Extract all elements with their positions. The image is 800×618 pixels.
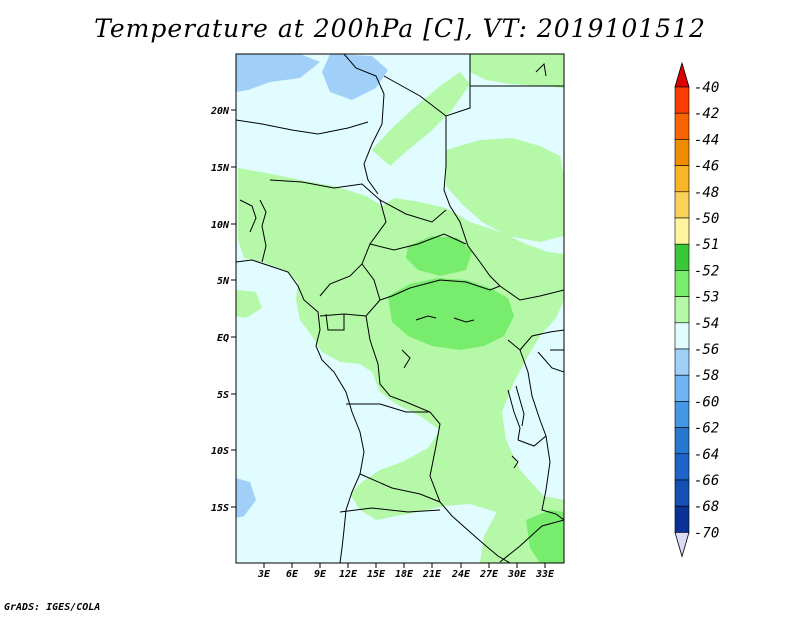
lon-label-33e: 33E <box>535 569 555 580</box>
legend-label: -52 <box>694 263 719 279</box>
legend-swatch <box>674 374 690 402</box>
lat-tick-15s: 15S <box>211 503 236 514</box>
legend-label: -51 <box>694 237 719 253</box>
lon-tick-27e: 27E <box>479 563 499 580</box>
cold-patch-southwest <box>236 478 256 518</box>
legend-swatch <box>674 322 690 350</box>
lon-tick-15e: 15E <box>367 563 386 580</box>
lon-label-12e: 12E <box>339 569 358 580</box>
legend-label: -40 <box>694 80 719 96</box>
mild-patch-atlantic <box>236 290 262 318</box>
lat-label-15n: 15N <box>211 163 230 174</box>
legend-swatch <box>674 427 690 455</box>
map-area <box>236 54 564 563</box>
legend-swatch <box>674 165 690 193</box>
warm-patch-congo <box>388 278 514 350</box>
cold-patch-north <box>322 54 388 100</box>
legend-label: -56 <box>694 342 719 358</box>
legend-bottom-arrow <box>674 532 690 558</box>
legend-label: -48 <box>694 185 719 201</box>
legend-label: -50 <box>694 211 719 227</box>
legend-label: -42 <box>694 106 719 122</box>
legend-swatch <box>674 453 690 481</box>
legend-swatch <box>674 401 690 428</box>
legend-swatch <box>674 505 690 533</box>
lon-label-24e: 24E <box>451 569 471 580</box>
longitude-axis: 3E 6E 9E 12E 15E 18E 21E 24E 27E 30E 33E <box>257 563 555 580</box>
legend-label: -54 <box>694 316 719 332</box>
lat-tick-5n: 5N <box>217 276 236 287</box>
legend-label: -46 <box>694 159 719 175</box>
lon-label-18e: 18E <box>395 569 414 580</box>
legend-label: -53 <box>694 290 719 306</box>
lat-tick-15n: 15N <box>211 163 236 174</box>
lon-label-30e: 30E <box>507 569 527 580</box>
legend-label: -44 <box>694 132 719 148</box>
cold-patch-northwest <box>236 54 320 92</box>
warm-patch-southeast <box>526 510 564 563</box>
lat-tick-10s: 10S <box>211 446 236 457</box>
map-frame <box>235 53 565 564</box>
legend-top-arrow <box>674 61 690 88</box>
lon-tick-12e: 12E <box>339 563 358 580</box>
legend-swatch <box>674 270 690 297</box>
lon-tick-6e: 6E <box>286 563 299 580</box>
lat-label-5n: 5N <box>217 276 230 287</box>
legend-label: -58 <box>694 368 719 384</box>
legend-label: -64 <box>694 447 719 463</box>
lon-tick-33e: 33E <box>535 563 555 580</box>
legend-swatch <box>674 112 690 140</box>
lat-tick-5s: 5S <box>217 390 236 401</box>
legend-swatch <box>674 296 690 324</box>
mild-patch-northeast <box>470 54 564 88</box>
legend-swatch <box>674 191 690 219</box>
legend-label: -66 <box>694 473 719 489</box>
lat-tick-20n: 20N <box>210 106 236 117</box>
lat-label-5s: 5S <box>217 390 229 401</box>
lat-label-eq: EQ <box>217 333 229 344</box>
legend-swatch <box>674 86 690 114</box>
legend-swatch <box>674 217 690 245</box>
latitude-axis: 20N 15N 10N 5N EQ 5S 10S 15S <box>210 106 236 514</box>
legend-label: -62 <box>694 421 719 437</box>
lon-tick-21e: 21E <box>422 563 442 580</box>
lon-label-9e: 9E <box>314 569 327 580</box>
legend-label: -68 <box>694 499 719 515</box>
lon-label-21e: 21E <box>422 569 442 580</box>
mild-patch-sudan <box>446 138 564 242</box>
legend-swatch <box>674 243 690 271</box>
legend-label: -60 <box>694 394 719 410</box>
lon-tick-18e: 18E <box>395 563 414 580</box>
lon-label-27e: 27E <box>479 569 499 580</box>
legend-swatch <box>674 479 690 507</box>
lon-tick-3e: 3E <box>257 563 271 580</box>
lon-label-15e: 15E <box>367 569 386 580</box>
mild-patch-sahara <box>372 72 470 166</box>
lat-label-10s: 10S <box>211 446 229 457</box>
lon-tick-24e: 24E <box>451 563 471 580</box>
lat-tick-eq: EQ <box>217 333 236 344</box>
lon-label-6e: 6E <box>286 569 299 580</box>
legend-swatch <box>674 348 690 376</box>
country-borders <box>236 54 564 563</box>
map-title: Temperature at 200hPa [C], VT: 201910151… <box>94 14 706 43</box>
color-legend: -40 -42 -44 -46 -48 -50 -51 -52 -53 -54 -56 -58 -60 -… <box>674 61 719 558</box>
lat-label-20n: 20N <box>210 106 230 117</box>
lon-label-3e: 3E <box>257 569 271 580</box>
lat-label-10n: 10N <box>211 220 230 231</box>
lat-label-15s: 15S <box>211 503 229 514</box>
lon-tick-30e: 30E <box>507 563 527 580</box>
grads-credit: GrADS: IGES/COLA <box>4 602 101 613</box>
lat-tick-10n: 10N <box>211 220 236 231</box>
legend-label: -70 <box>694 525 719 541</box>
lon-tick-9e: 9E <box>314 563 327 580</box>
mild-patch-sahel <box>238 168 564 530</box>
legend-swatch <box>674 139 690 166</box>
warm-patch-car <box>406 236 472 276</box>
